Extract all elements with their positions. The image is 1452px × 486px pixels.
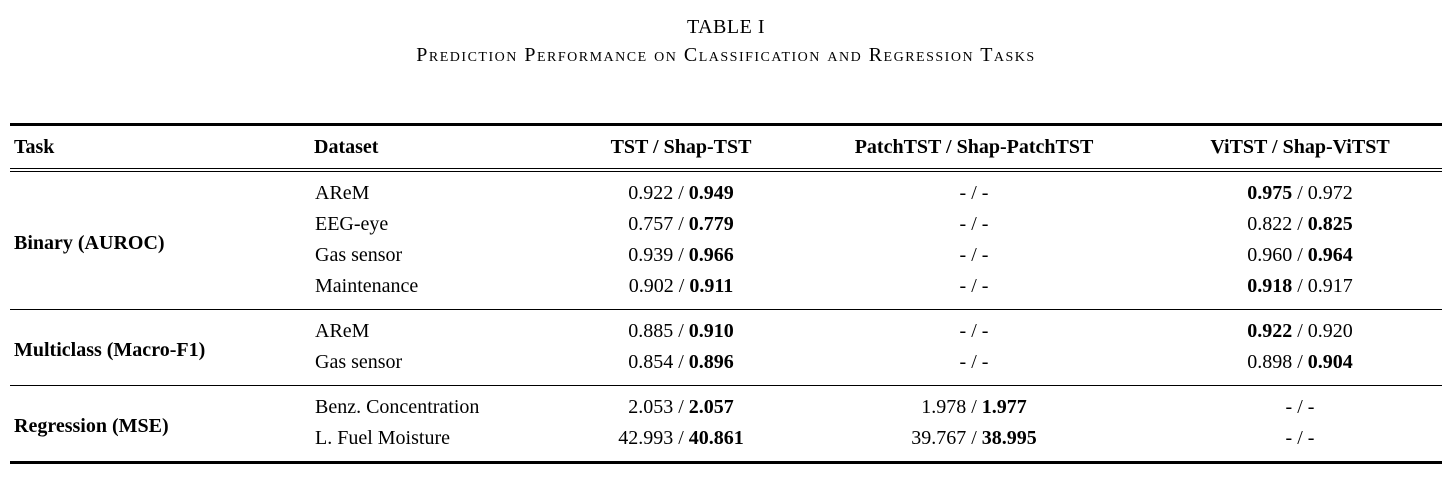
dataset-label: L. Fuel Moisture: [315, 427, 450, 449]
dataset-label: AReM: [315, 320, 370, 342]
table-row: EEG-eye 0.757 / 0.779 - / - 0.822 / 0.825: [10, 209, 1442, 240]
dataset-label: AReM: [315, 182, 370, 204]
patchtst-values: - / -: [959, 213, 989, 235]
col-header-dataset: Dataset: [314, 136, 379, 158]
table-row: Gas sensor 0.854 / 0.896 - / - 0.898 / 0.90…: [10, 347, 1442, 386]
results-table: Task Dataset TST / Shap-TST PatchTST / S…: [10, 123, 1442, 464]
tst-values: 2.053 / 2.057: [628, 396, 734, 418]
tst-values: 0.757 / 0.779: [628, 213, 734, 235]
table-row: Gas sensor 0.939 / 0.966 - / - 0.960 / 0.96…: [10, 240, 1442, 271]
table-row: Binary (AUROC) AReM 0.922 / 0.949 - / - 0.97…: [10, 170, 1442, 254]
table-caption-number: TABLE I: [687, 16, 765, 38]
table-row: L. Fuel Moisture 42.993 / 40.861 39.767 / …: [10, 423, 1442, 463]
table-row: Multiclass (Macro-F1) AReM 0.885 / 0.910 - …: [10, 310, 1442, 361]
dataset-label: Benz. Concentration: [315, 396, 480, 418]
dataset-label: EEG-eye: [315, 213, 389, 235]
patchtst-values: 1.978 / 1.977: [921, 396, 1027, 418]
vitst-values: 0.898 / 0.904: [1247, 351, 1353, 373]
col-header-tst: TST / Shap-TST: [610, 136, 752, 158]
tst-values: 0.854 / 0.896: [628, 351, 734, 373]
col-header-vitst: ViTST / Shap-ViTST: [1210, 136, 1390, 158]
task-label-regression: Regression (MSE): [14, 415, 169, 437]
tst-values: 0.902 / 0.911: [628, 275, 734, 297]
vitst-values: - / -: [1285, 396, 1315, 418]
task-label-multiclass: Multiclass (Macro-F1): [14, 339, 206, 361]
patchtst-values: 39.767 / 38.995: [911, 427, 1037, 449]
table-caption-title: Prediction Performance on Classification…: [416, 44, 1036, 66]
section-binary: Binary (AUROC) AReM 0.922 / 0.949 - / - 0.97…: [10, 170, 1442, 310]
tst-values: 0.939 / 0.966: [628, 244, 734, 266]
patchtst-values: - / -: [959, 182, 989, 204]
table-header: Task Dataset TST / Shap-TST PatchTST / S…: [10, 125, 1442, 170]
table-caption: TABLE I Prediction Performance on Classi…: [0, 0, 1452, 67]
table-row: Regression (MSE) Benz. Concentration 2.053…: [10, 386, 1442, 437]
table-row: Maintenance 0.902 / 0.911 - / - 0.918 / 0.9…: [10, 271, 1442, 310]
col-header-task: Task: [14, 136, 55, 158]
vitst-values: 0.960 / 0.964: [1247, 244, 1353, 266]
dataset-label: Maintenance: [315, 275, 419, 297]
patchtst-values: - / -: [959, 351, 989, 373]
patchtst-values: - / -: [959, 244, 989, 266]
tst-values: 42.993 / 40.861: [618, 427, 744, 449]
dataset-label: Gas sensor: [315, 351, 403, 373]
col-header-patchtst: PatchTST / Shap-PatchTST: [854, 136, 1094, 158]
vitst-values: 0.922 / 0.920: [1247, 320, 1353, 342]
vitst-values: - / -: [1285, 427, 1315, 449]
patchtst-values: - / -: [959, 275, 989, 297]
vitst-values: 0.975 / 0.972: [1247, 182, 1353, 204]
header-row: Task Dataset TST / Shap-TST PatchTST / S…: [10, 125, 1442, 170]
section-multiclass: Multiclass (Macro-F1) AReM 0.885 / 0.910 - …: [10, 310, 1442, 386]
dataset-label: Gas sensor: [315, 244, 403, 266]
tst-values: 0.922 / 0.949: [628, 182, 734, 204]
vitst-values: 0.822 / 0.825: [1247, 213, 1353, 235]
task-label-binary: Binary (AUROC): [14, 232, 165, 254]
patchtst-values: - / -: [959, 320, 989, 342]
section-regression: Regression (MSE) Benz. Concentration 2.053…: [10, 386, 1442, 463]
vitst-values: 0.918 / 0.917: [1247, 275, 1353, 297]
tst-values: 0.885 / 0.910: [628, 320, 734, 342]
